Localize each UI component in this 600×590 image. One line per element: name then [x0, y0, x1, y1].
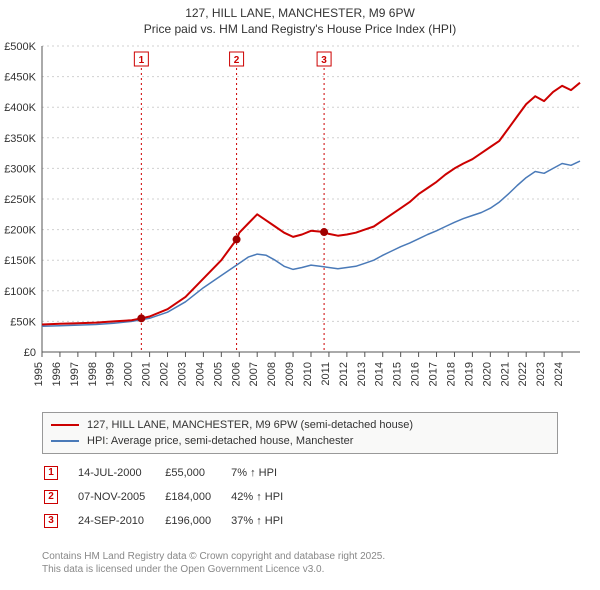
legend-label-price: 127, HILL LANE, MANCHESTER, M9 6PW (semi…: [87, 419, 413, 431]
xtick-label: 1997: [69, 362, 81, 386]
xtick-label: 2022: [517, 362, 529, 386]
legend-label-hpi: HPI: Average price, semi-detached house,…: [87, 435, 353, 447]
xtick-label: 2001: [141, 362, 153, 386]
legend-row-2: HPI: Average price, semi-detached house,…: [51, 433, 549, 449]
xtick-label: 2003: [176, 362, 188, 386]
chart-title-block: 127, HILL LANE, MANCHESTER, M9 6PW Price…: [0, 0, 600, 37]
sale-date: 07-NOV-2005: [78, 486, 163, 508]
xtick-label: 2009: [284, 362, 296, 386]
ytick-label: £300K: [4, 163, 36, 175]
xtick-label: 2019: [463, 362, 475, 386]
ytick-label: £350K: [4, 133, 36, 145]
ytick-label: £150K: [4, 255, 36, 267]
sale-pct: 7% ↑ HPI: [231, 462, 301, 484]
sale-price: £184,000: [165, 486, 229, 508]
legend-box: 127, HILL LANE, MANCHESTER, M9 6PW (semi…: [42, 412, 558, 454]
xtick-label: 2004: [194, 362, 206, 386]
sale-price: £196,000: [165, 510, 229, 532]
chart-container: £0 £50K £100K £150K £200K £250K £300K £350K £400…: [0, 42, 600, 410]
title-line2: Price paid vs. HM Land Registry's House …: [0, 22, 600, 38]
xtick-label: 2007: [248, 362, 260, 386]
attribution-line1: Contains HM Land Registry data © Crown c…: [42, 550, 385, 563]
xtick-label: 1995: [33, 362, 45, 386]
sales-row: 1 14-JUL-2000£55,0007% ↑ HPI: [44, 462, 301, 484]
xtick-label: 1999: [105, 362, 117, 386]
ytick-label: £400K: [4, 102, 36, 114]
sale-marker-icon: 2: [44, 490, 58, 504]
xtick-label: 2024: [553, 362, 565, 386]
chart-svg: £0 £50K £100K £150K £200K £250K £300K £350K £400…: [0, 42, 600, 410]
ytick-label: £500K: [4, 42, 36, 53]
sale-pct: 42% ↑ HPI: [231, 486, 301, 508]
sale-marker-icon: 1: [44, 466, 58, 480]
xtick-label: 2012: [338, 362, 350, 386]
title-line1: 127, HILL LANE, MANCHESTER, M9 6PW: [0, 6, 600, 22]
xtick-label: 2017: [428, 362, 440, 386]
sales-table: 1 14-JUL-2000£55,0007% ↑ HPI 2 07-NOV-2005£…: [42, 460, 303, 534]
legend-swatch-price: [51, 424, 79, 426]
series-hpi: [42, 161, 580, 326]
sale-price: £55,000: [165, 462, 229, 484]
ytick-label: £100K: [4, 286, 36, 298]
ytick-label: £200K: [4, 225, 36, 237]
xtick-label: 2014: [374, 362, 386, 386]
sale-marker-label: 1: [139, 55, 145, 66]
ytick-label: £50K: [10, 316, 36, 328]
xtick-label: 2010: [302, 362, 314, 386]
xtick-label: 2011: [320, 362, 332, 386]
attribution: Contains HM Land Registry data © Crown c…: [42, 550, 385, 576]
xtick-label: 2002: [159, 362, 171, 386]
xtick-label: 2000: [123, 362, 135, 386]
sale-date: 14-JUL-2000: [78, 462, 163, 484]
legend-swatch-hpi: [51, 440, 79, 442]
xtick-label: 2016: [410, 362, 422, 386]
ytick-label: £0: [24, 347, 36, 359]
xtick-label: 2020: [481, 362, 493, 386]
xtick-label: 2008: [266, 362, 278, 386]
xtick-label: 2006: [230, 362, 242, 386]
legend-row-1: 127, HILL LANE, MANCHESTER, M9 6PW (semi…: [51, 417, 549, 433]
xtick-label: 2018: [445, 362, 457, 386]
sales-row: 3 24-SEP-2010£196,00037% ↑ HPI: [44, 510, 301, 532]
xtick-label: 1998: [87, 362, 99, 386]
xtick-label: 1996: [51, 362, 63, 386]
ytick-label: £450K: [4, 72, 36, 84]
xtick-label: 2023: [535, 362, 547, 386]
xtick-label: 2021: [499, 362, 511, 386]
sale-pct: 37% ↑ HPI: [231, 510, 301, 532]
sale-marker-label: 3: [321, 55, 327, 66]
ytick-label: £250K: [4, 194, 36, 206]
sale-marker-icon: 3: [44, 514, 58, 528]
xtick-label: 2013: [356, 362, 368, 386]
series-price_paid: [42, 83, 580, 325]
xtick-label: 2005: [212, 362, 224, 386]
sale-marker-label: 2: [234, 55, 240, 66]
xtick-label: 2015: [392, 362, 404, 386]
attribution-line2: This data is licensed under the Open Gov…: [42, 563, 385, 576]
sale-date: 24-SEP-2010: [78, 510, 163, 532]
sales-row: 2 07-NOV-2005£184,00042% ↑ HPI: [44, 486, 301, 508]
